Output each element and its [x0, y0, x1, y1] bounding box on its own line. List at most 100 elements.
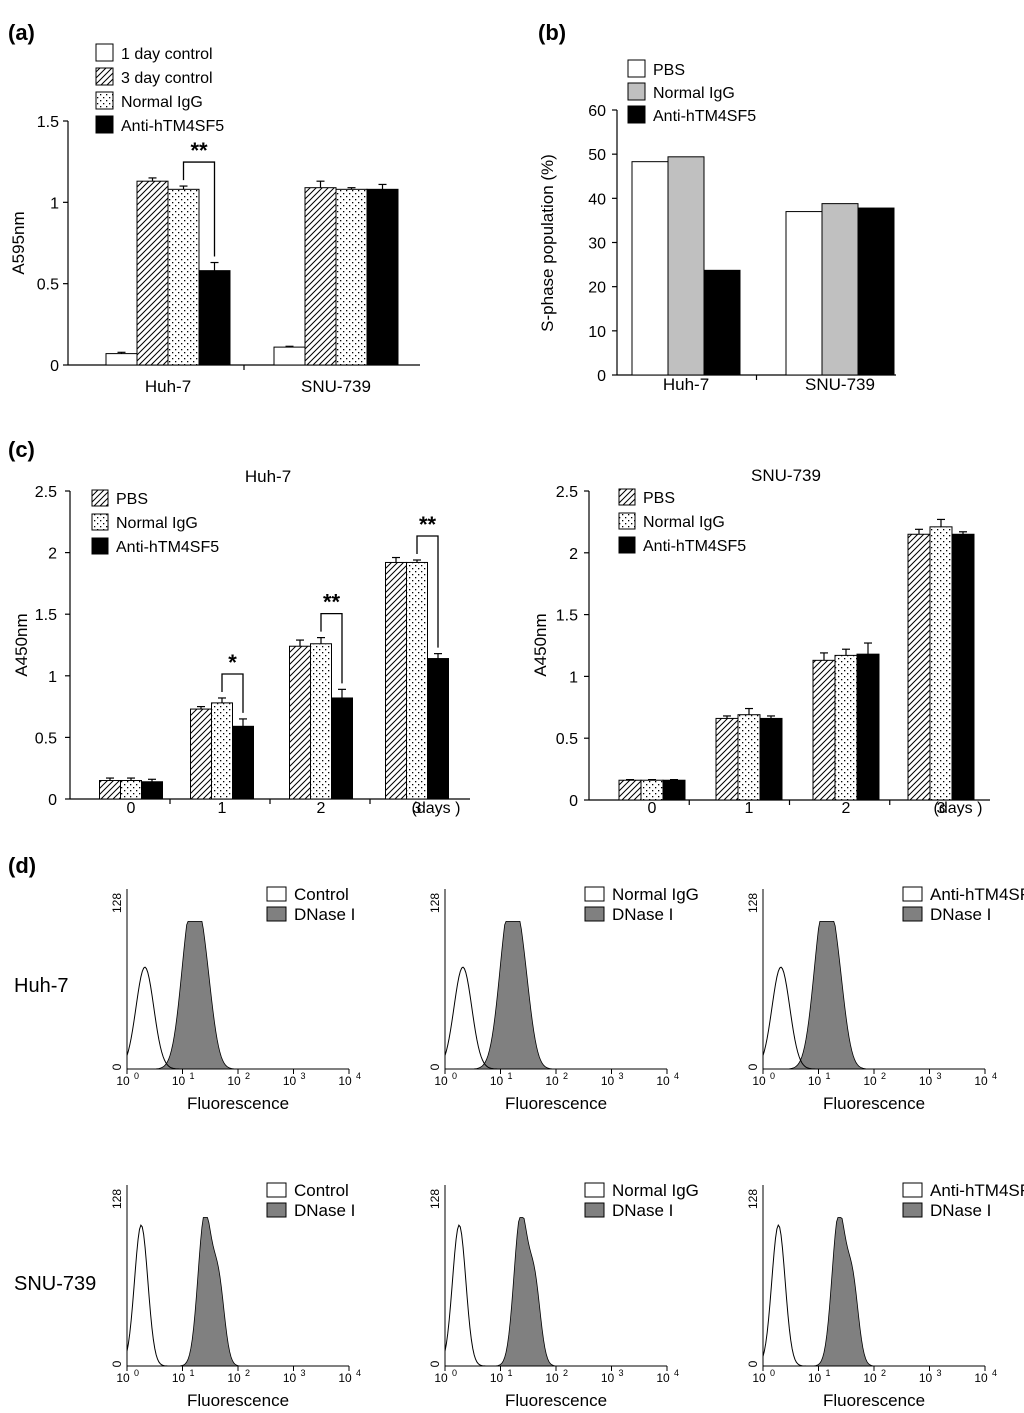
- y-tick-label: 0.5: [556, 731, 578, 748]
- panel-b-ylabel: S-phase population (%): [538, 154, 557, 332]
- bar-black: [141, 781, 163, 800]
- histogram-ymin-label: 0: [110, 1063, 124, 1070]
- histogram-x-tick-label: 10: [919, 1074, 933, 1088]
- significance-bracket: [221, 673, 244, 713]
- bar-black: [662, 779, 686, 801]
- histogram-legend-label: Normal IgG: [612, 885, 699, 904]
- histogram-legend-label: Control: [294, 1181, 349, 1200]
- histogram-x-tick-label: 10: [227, 1371, 241, 1385]
- histogram-legend-label: Normal IgG: [612, 1181, 699, 1200]
- histogram-x-tick-label: 10: [227, 1074, 241, 1088]
- y-tick-label: 30: [588, 236, 606, 253]
- legend-label: Normal IgG: [116, 515, 198, 532]
- histogram-x-tick-exponent: 3: [619, 1368, 624, 1378]
- panel-c-snu739-ylabel: A450nm: [531, 613, 550, 676]
- histogram-filled-dnase: [445, 1217, 667, 1367]
- legend-swatch: [627, 105, 646, 124]
- row-label-huh7: Huh-7: [14, 975, 68, 997]
- bar-gray: [667, 156, 705, 376]
- significance-bracket: [416, 535, 439, 648]
- histogram-x-tick-label: 10: [116, 1371, 130, 1385]
- histogram-x-tick-exponent: 0: [770, 1368, 775, 1378]
- bar-hatch: [715, 717, 739, 801]
- histogram-x-tick-label: 10: [434, 1371, 448, 1385]
- legend-swatch: [95, 67, 114, 86]
- bar-hatch: [385, 561, 407, 800]
- histogram-x-tick-exponent: 4: [992, 1071, 997, 1081]
- bar-hatch: [812, 659, 836, 801]
- y-tick-label: 1: [569, 669, 578, 686]
- histogram-x-tick-exponent: 2: [245, 1368, 250, 1378]
- legend-label: Anti-hTM4SF5: [643, 538, 746, 555]
- legend-label: Anti-hTM4SF5: [116, 539, 219, 556]
- bar-black: [951, 533, 975, 801]
- histogram-x-tick-exponent: 1: [826, 1071, 831, 1081]
- bar-hatch: [136, 180, 169, 366]
- histogram-x-tick-exponent: 3: [937, 1071, 942, 1081]
- bar-hatch: [190, 708, 212, 800]
- histogram-x-tick-label: 10: [601, 1371, 615, 1385]
- histogram-x-tick-label: 10: [974, 1371, 988, 1385]
- legend-swatch: [91, 537, 109, 555]
- histogram-ymax-label: 128: [428, 1189, 442, 1209]
- y-tick-label: 2.5: [35, 484, 57, 501]
- histogram-x-tick-label: 10: [808, 1371, 822, 1385]
- histogram-x-tick-label: 10: [283, 1074, 297, 1088]
- histogram-legend-label: DNase I: [930, 905, 991, 924]
- histogram-legend-swatch-open: [902, 1182, 923, 1198]
- histogram-ymin-label: 0: [746, 1360, 760, 1367]
- histogram-legend-label: Anti-hTM4SF5: [930, 1181, 1024, 1200]
- histogram-legend-label: Anti-hTM4SF5: [930, 885, 1024, 904]
- histogram-ymax-label: 128: [746, 1189, 760, 1209]
- histogram-xlabel: Fluorescence: [505, 1391, 607, 1410]
- histogram-x-tick-exponent: 0: [452, 1368, 457, 1378]
- histogram-x-tick-label: 10: [545, 1074, 559, 1088]
- bar-hatch: [618, 779, 642, 801]
- bar-dots: [406, 561, 428, 800]
- legend-swatch: [95, 43, 114, 62]
- bar-dots: [834, 654, 858, 801]
- bar-dots: [120, 780, 142, 800]
- histogram-x-tick-label: 10: [656, 1074, 670, 1088]
- histogram-legend-swatch-filled: [584, 906, 605, 922]
- panel-a-ylabel: A595nm: [9, 211, 28, 274]
- histogram-ymin-label: 0: [428, 1360, 442, 1367]
- histogram-ymin-label: 0: [110, 1360, 124, 1367]
- histogram-x-tick-label: 10: [283, 1371, 297, 1385]
- histogram-x-tick-label: 10: [172, 1074, 186, 1088]
- histogram-xlabel: Fluorescence: [187, 1391, 289, 1410]
- panel-c-letter: (c): [8, 437, 35, 462]
- significance-label: *: [228, 650, 237, 675]
- x-category-label: 1: [218, 800, 227, 817]
- y-tick-label: 0.5: [35, 730, 57, 747]
- legend-swatch: [627, 82, 646, 101]
- histogram-legend-label: DNase I: [294, 905, 355, 924]
- y-tick-label: 0: [569, 793, 578, 810]
- bar-white: [105, 353, 138, 366]
- panel-a-letter: (a): [8, 20, 35, 45]
- histogram-xlabel: Fluorescence: [505, 1094, 607, 1113]
- histogram-legend-swatch-filled: [584, 1202, 605, 1218]
- legend-label: PBS: [116, 491, 148, 508]
- bar-black: [366, 188, 399, 366]
- histogram-xlabel: Fluorescence: [187, 1094, 289, 1113]
- panel-b-letter: (b): [538, 20, 566, 45]
- histogram-legend-swatch-open: [584, 1182, 605, 1198]
- histogram-x-tick-exponent: 2: [563, 1071, 568, 1081]
- significance-label: **: [190, 138, 208, 163]
- bar-white: [273, 346, 306, 366]
- x-category-label: Huh-7: [145, 377, 191, 396]
- histogram-ymax-label: 128: [110, 1189, 124, 1209]
- histogram-ymax-label: 128: [746, 893, 760, 913]
- x-category-label: SNU-739: [805, 375, 875, 394]
- bar-dots: [167, 188, 200, 366]
- significance-label: **: [323, 590, 341, 615]
- histogram-x-tick-exponent: 4: [674, 1071, 679, 1081]
- x-category-label: Huh-7: [663, 375, 709, 394]
- legend-swatch: [627, 59, 646, 78]
- x-category-label: 3: [937, 800, 946, 817]
- histogram-x-tick-exponent: 1: [508, 1368, 513, 1378]
- histogram-x-tick-label: 10: [490, 1074, 504, 1088]
- y-tick-label: 1: [50, 195, 59, 212]
- histogram-ymin-label: 0: [428, 1063, 442, 1070]
